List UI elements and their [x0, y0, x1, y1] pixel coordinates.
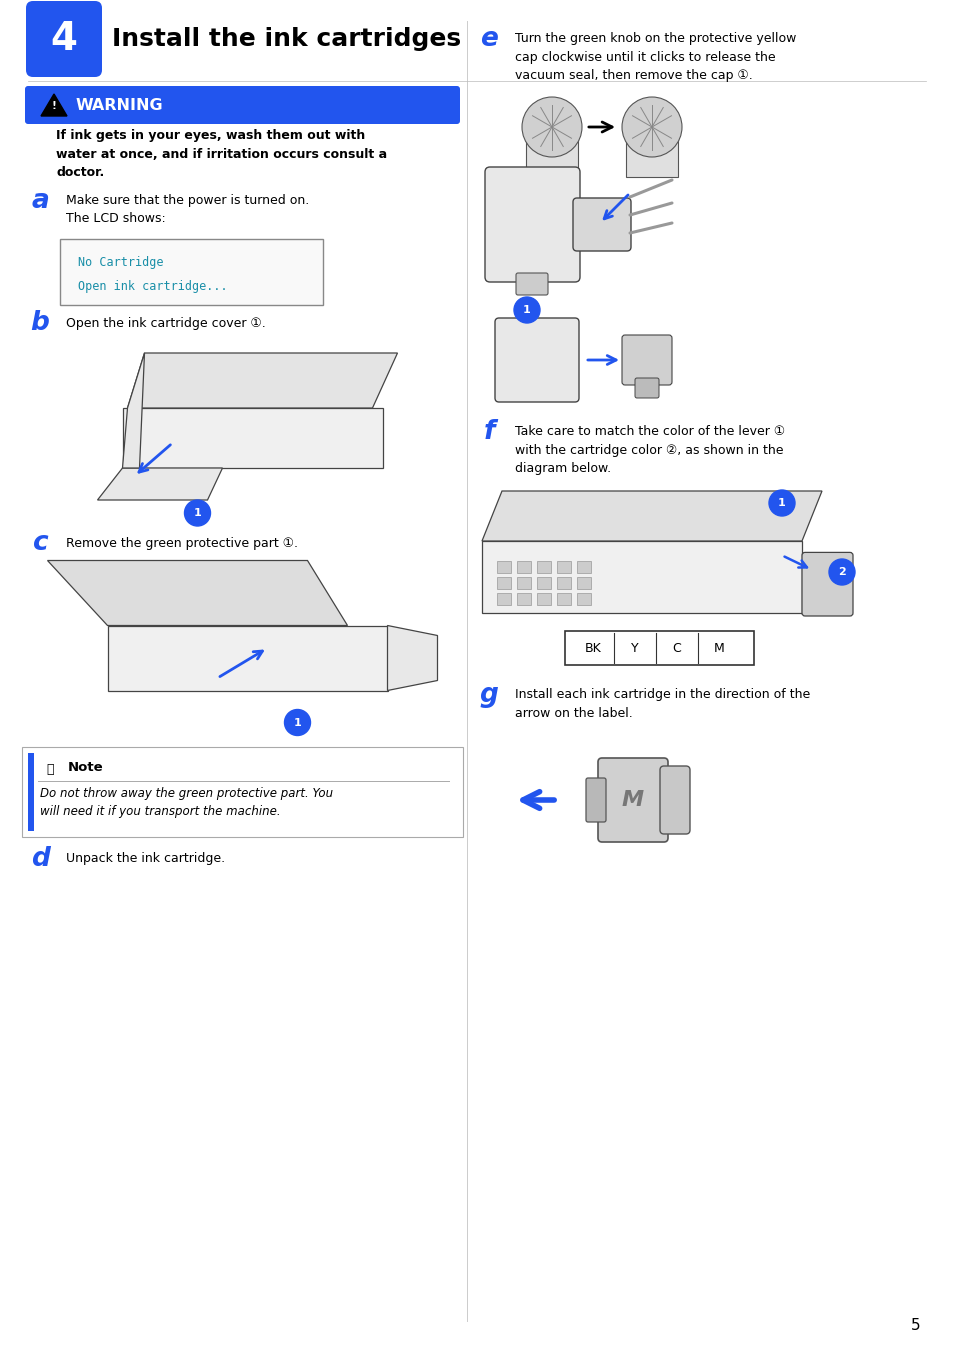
FancyBboxPatch shape — [625, 136, 678, 177]
Text: g: g — [479, 682, 497, 708]
FancyBboxPatch shape — [598, 758, 667, 842]
FancyBboxPatch shape — [484, 168, 579, 282]
Text: 4: 4 — [51, 20, 77, 58]
Bar — [517, 577, 531, 589]
Circle shape — [184, 500, 211, 526]
Bar — [497, 561, 511, 573]
Text: f: f — [483, 419, 495, 444]
Text: Make sure that the power is turned on.
The LCD shows:: Make sure that the power is turned on. T… — [66, 195, 309, 226]
Text: Install each ink cartridge in the direction of the
arrow on the label.: Install each ink cartridge in the direct… — [515, 688, 809, 720]
Text: M: M — [621, 790, 643, 811]
Bar — [577, 561, 590, 573]
FancyBboxPatch shape — [659, 766, 689, 834]
Circle shape — [284, 709, 310, 735]
Text: !: ! — [51, 101, 56, 111]
FancyBboxPatch shape — [516, 273, 547, 295]
Bar — [557, 561, 571, 573]
Text: Open ink cartridge...: Open ink cartridge... — [78, 280, 228, 293]
Polygon shape — [97, 467, 222, 500]
Text: 2: 2 — [838, 567, 845, 577]
Text: b: b — [30, 309, 50, 336]
Bar — [497, 577, 511, 589]
Text: c: c — [32, 530, 48, 557]
Polygon shape — [128, 353, 397, 408]
Text: Open the ink cartridge cover ①.: Open the ink cartridge cover ①. — [66, 316, 266, 330]
Bar — [517, 593, 531, 605]
Bar — [577, 577, 590, 589]
Polygon shape — [122, 353, 144, 467]
Text: BK: BK — [584, 642, 600, 654]
Bar — [517, 561, 531, 573]
FancyBboxPatch shape — [481, 540, 801, 613]
Circle shape — [768, 490, 794, 516]
Bar — [28, 753, 34, 831]
Text: Note: Note — [68, 761, 104, 774]
Text: 1: 1 — [294, 717, 301, 727]
Text: No Cartridge: No Cartridge — [78, 255, 163, 269]
Text: Y: Y — [631, 642, 639, 654]
Text: 📎: 📎 — [46, 762, 53, 775]
Bar — [497, 593, 511, 605]
FancyBboxPatch shape — [801, 553, 852, 616]
FancyBboxPatch shape — [585, 778, 605, 821]
Text: a: a — [31, 188, 49, 213]
Circle shape — [621, 97, 681, 157]
Text: Remove the green protective part ①.: Remove the green protective part ①. — [66, 536, 297, 550]
FancyBboxPatch shape — [25, 86, 459, 124]
Bar — [557, 577, 571, 589]
Text: 1: 1 — [193, 508, 201, 517]
FancyBboxPatch shape — [525, 136, 578, 177]
FancyBboxPatch shape — [26, 1, 102, 77]
FancyBboxPatch shape — [22, 747, 462, 836]
Text: e: e — [479, 26, 497, 51]
Circle shape — [514, 297, 539, 323]
Polygon shape — [48, 561, 347, 626]
Text: Take care to match the color of the lever ①
with the cartridge color ②, as shown: Take care to match the color of the leve… — [515, 426, 784, 476]
Polygon shape — [41, 95, 67, 116]
FancyBboxPatch shape — [122, 408, 382, 467]
Bar — [557, 593, 571, 605]
Polygon shape — [481, 490, 821, 540]
Text: If ink gets in your eyes, wash them out with
water at once, and if irritation oc: If ink gets in your eyes, wash them out … — [56, 128, 387, 178]
FancyBboxPatch shape — [573, 199, 630, 251]
Text: 1: 1 — [522, 305, 530, 315]
FancyBboxPatch shape — [635, 378, 659, 399]
Bar — [577, 593, 590, 605]
Bar — [537, 561, 551, 573]
Text: Turn the green knob on the protective yellow
cap clockwise until it clicks to re: Turn the green knob on the protective ye… — [515, 32, 796, 82]
Text: C: C — [672, 642, 680, 654]
FancyBboxPatch shape — [108, 626, 387, 690]
FancyBboxPatch shape — [564, 631, 753, 665]
Text: Unpack the ink cartridge.: Unpack the ink cartridge. — [66, 852, 225, 865]
FancyBboxPatch shape — [60, 239, 323, 305]
Text: d: d — [30, 846, 50, 871]
FancyBboxPatch shape — [621, 335, 671, 385]
FancyBboxPatch shape — [495, 317, 578, 403]
Polygon shape — [387, 626, 437, 690]
Bar — [537, 577, 551, 589]
Text: 5: 5 — [910, 1319, 920, 1333]
Text: Install the ink cartridges: Install the ink cartridges — [112, 27, 460, 51]
Text: M: M — [713, 642, 723, 654]
Circle shape — [828, 559, 854, 585]
Text: 1: 1 — [778, 499, 785, 508]
Text: Do not throw away the green protective part. You
will need it if you transport t: Do not throw away the green protective p… — [40, 786, 333, 817]
Bar — [537, 593, 551, 605]
Circle shape — [521, 97, 581, 157]
Text: WARNING: WARNING — [76, 97, 164, 112]
